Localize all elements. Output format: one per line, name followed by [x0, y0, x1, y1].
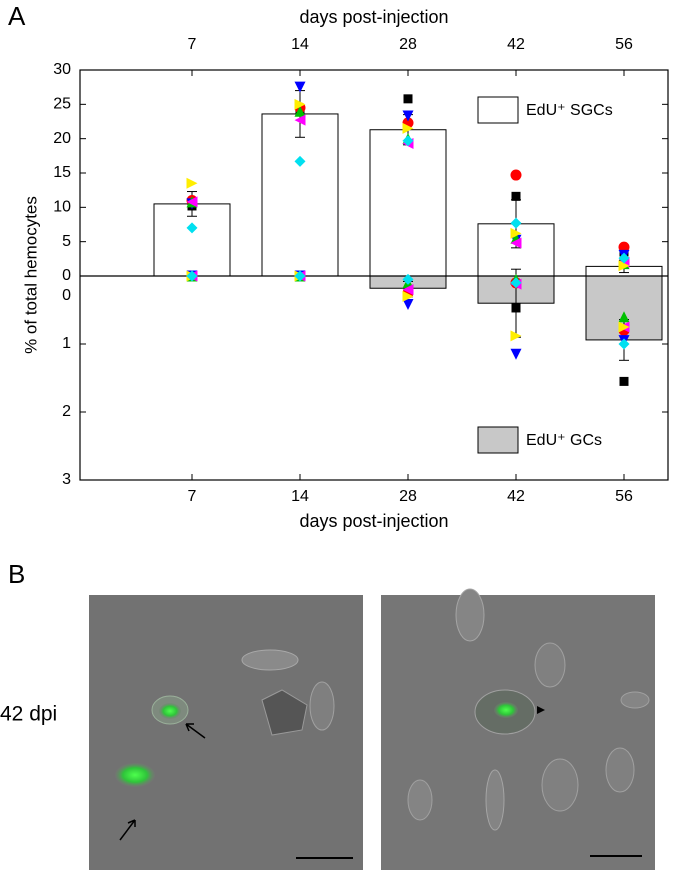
point: [402, 135, 414, 147]
point: [294, 81, 306, 93]
point: [294, 105, 306, 117]
y2-tick-label: 3: [62, 471, 71, 488]
point: [294, 155, 306, 167]
point: [510, 237, 522, 249]
x-tick-label-top: 56: [615, 36, 633, 53]
point: [294, 270, 306, 282]
point: [402, 273, 414, 285]
point: [618, 321, 630, 333]
point: [402, 110, 414, 122]
point: [402, 122, 414, 134]
y2-tick-label: 1: [62, 335, 71, 352]
point: [619, 376, 629, 386]
x-tick-label-top: 42: [507, 36, 525, 53]
point: [510, 217, 522, 229]
point: [403, 94, 413, 104]
y-tick-label: 25: [53, 96, 71, 113]
legend-label: EdU⁺ GCs: [526, 432, 602, 449]
point: [294, 114, 306, 126]
point: [510, 330, 522, 342]
x-tick-label: 42: [507, 488, 525, 505]
point: [618, 338, 630, 350]
y2-tick-label: 2: [62, 403, 71, 420]
y-tick-label: 0: [62, 267, 71, 284]
legend-swatch: [477, 426, 519, 454]
y-tick-label: 10: [53, 199, 71, 216]
x-axis-title-top: days post-injection: [299, 7, 448, 27]
point: [618, 260, 630, 272]
x-tick-label-top: 28: [399, 36, 417, 53]
point: [186, 270, 198, 282]
x-tick-label: 56: [615, 488, 633, 505]
panel-label: A: [8, 1, 26, 31]
point: [402, 290, 414, 302]
y2-tick-label: 0: [62, 287, 71, 304]
point: [186, 222, 198, 234]
x-tick-label: 14: [291, 488, 309, 505]
x-axis-title: days post-injection: [299, 511, 448, 531]
x-tick-label-top: 7: [188, 36, 197, 53]
panel-label: B: [8, 559, 25, 589]
point: [402, 299, 414, 311]
y-tick-label: 5: [62, 233, 71, 250]
y-axis-title: % of total hemocytes: [21, 196, 40, 354]
plot-frame: [79, 69, 669, 481]
micrograph-left: [89, 595, 363, 870]
x-tick-label-top: 14: [291, 36, 309, 53]
y-tick-label: 20: [53, 130, 71, 147]
row-label: 42 dpi: [0, 703, 57, 726]
point: [510, 277, 522, 289]
point: [186, 196, 198, 208]
point: [510, 348, 522, 360]
bar: [261, 113, 339, 277]
micrograph-right: [381, 588, 655, 870]
point: [510, 169, 522, 181]
point: [510, 227, 522, 239]
bar: [369, 129, 447, 277]
y-tick-label: 15: [53, 164, 71, 181]
x-tick-label: 28: [399, 488, 417, 505]
legend-swatch: [477, 96, 519, 124]
point: [186, 177, 198, 189]
point: [618, 252, 630, 264]
point: [511, 303, 521, 313]
plot-area: 0 5 10 15 20 25 30 0 1 2 3 7 7 14 14 28 28 42 42 56 56 EdU⁺ S…: [53, 36, 668, 505]
point: [511, 191, 521, 201]
y-tick-label: 30: [53, 61, 71, 78]
point: [294, 98, 306, 110]
x-tick-label: 7: [188, 488, 197, 505]
point: [402, 284, 414, 296]
point: [618, 311, 630, 323]
legend-label: EdU⁺ SGCs: [526, 102, 613, 119]
